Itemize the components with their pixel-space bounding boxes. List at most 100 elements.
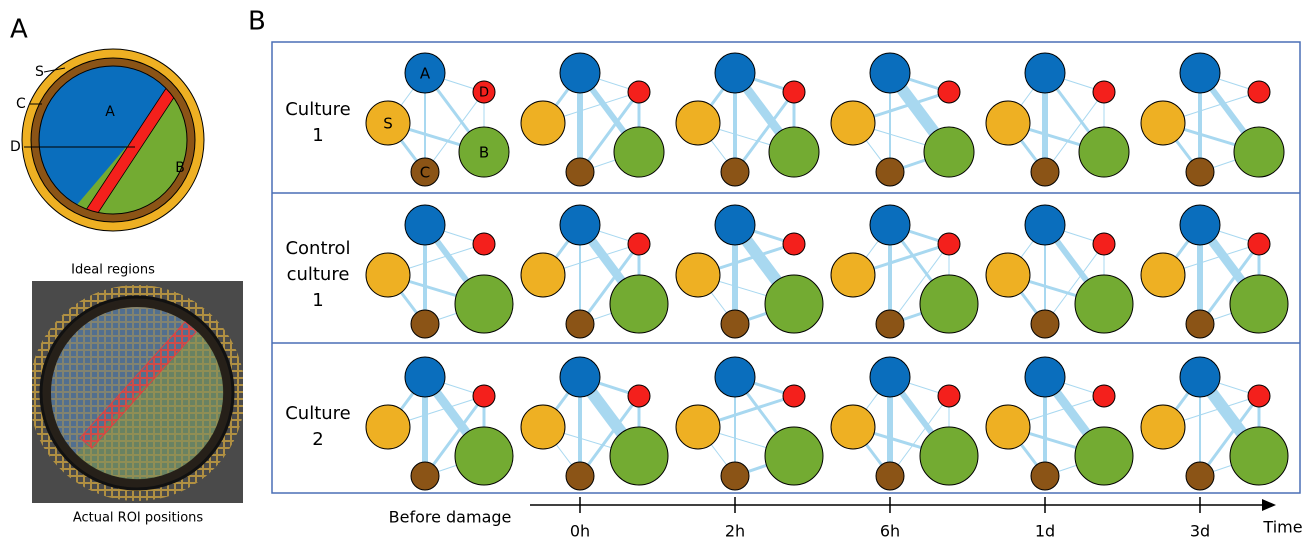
node bbox=[1141, 253, 1185, 297]
node bbox=[405, 205, 445, 245]
node bbox=[715, 357, 755, 397]
node bbox=[628, 385, 650, 407]
node bbox=[566, 158, 594, 186]
node bbox=[986, 253, 1030, 297]
node bbox=[1186, 158, 1214, 186]
node bbox=[986, 405, 1030, 449]
node bbox=[455, 275, 513, 333]
row-label: Culture bbox=[285, 99, 351, 120]
node bbox=[1248, 81, 1270, 103]
node bbox=[986, 101, 1030, 145]
node-label: D bbox=[479, 86, 489, 101]
node bbox=[566, 462, 594, 490]
timeline bbox=[530, 499, 1276, 511]
node bbox=[366, 253, 410, 297]
node bbox=[1025, 53, 1065, 93]
node bbox=[610, 427, 668, 485]
node-label: A bbox=[420, 65, 431, 83]
region-label: S bbox=[35, 64, 44, 80]
node bbox=[876, 462, 904, 490]
node bbox=[560, 357, 600, 397]
node-label: S bbox=[383, 115, 393, 133]
node bbox=[1093, 233, 1115, 255]
node bbox=[1186, 462, 1214, 490]
node bbox=[1031, 310, 1059, 338]
node bbox=[405, 357, 445, 397]
node bbox=[676, 253, 720, 297]
area-label: B bbox=[175, 160, 185, 176]
node bbox=[920, 275, 978, 333]
node bbox=[560, 53, 600, 93]
node bbox=[521, 253, 565, 297]
node bbox=[721, 462, 749, 490]
node bbox=[938, 385, 960, 407]
node bbox=[1248, 385, 1270, 407]
node bbox=[1180, 205, 1220, 245]
node bbox=[614, 127, 664, 177]
node bbox=[765, 275, 823, 333]
axis-label: Time bbox=[1262, 518, 1302, 537]
node bbox=[876, 310, 904, 338]
node bbox=[721, 310, 749, 338]
region-label: C bbox=[16, 96, 26, 112]
node bbox=[1025, 357, 1065, 397]
node bbox=[831, 405, 875, 449]
node bbox=[831, 101, 875, 145]
node bbox=[566, 310, 594, 338]
node bbox=[676, 101, 720, 145]
node bbox=[831, 253, 875, 297]
node bbox=[676, 405, 720, 449]
row-label: 1 bbox=[312, 125, 323, 146]
timeline-tick-label: 3d bbox=[1190, 522, 1210, 541]
node bbox=[366, 405, 410, 449]
panel-letter: A bbox=[10, 15, 28, 45]
timeline-tick-label: 2h bbox=[725, 522, 745, 541]
node-label: C bbox=[420, 164, 430, 182]
node bbox=[920, 427, 978, 485]
timeline-tick-label: 1d bbox=[1035, 522, 1055, 541]
node bbox=[521, 101, 565, 145]
timeline-tick-label: 0h bbox=[570, 522, 590, 541]
row-label: culture bbox=[287, 264, 350, 285]
node bbox=[1230, 427, 1288, 485]
node bbox=[628, 233, 650, 255]
node bbox=[721, 158, 749, 186]
node bbox=[876, 158, 904, 186]
node bbox=[610, 275, 668, 333]
timeline-start: Before damage bbox=[389, 508, 512, 527]
node bbox=[1075, 275, 1133, 333]
node bbox=[1234, 127, 1284, 177]
node bbox=[1186, 310, 1214, 338]
node bbox=[521, 405, 565, 449]
node bbox=[411, 462, 439, 490]
row-label: Culture bbox=[285, 403, 351, 424]
node bbox=[783, 81, 805, 103]
area-label: A bbox=[105, 104, 115, 120]
node bbox=[455, 427, 513, 485]
node bbox=[1075, 427, 1133, 485]
caption: Actual ROI positions bbox=[73, 511, 204, 526]
node bbox=[1180, 53, 1220, 93]
node bbox=[765, 427, 823, 485]
node bbox=[715, 205, 755, 245]
figure: A B S C D A B Ideal regions Actual ROI p… bbox=[0, 0, 1308, 542]
caption: Ideal regions bbox=[71, 263, 155, 278]
node bbox=[783, 385, 805, 407]
ideal-regions bbox=[22, 49, 204, 260]
node bbox=[715, 53, 755, 93]
node bbox=[769, 127, 819, 177]
node bbox=[1230, 275, 1288, 333]
region-label: D bbox=[10, 139, 21, 155]
node bbox=[1141, 405, 1185, 449]
node bbox=[938, 233, 960, 255]
node bbox=[1031, 158, 1059, 186]
node bbox=[1180, 357, 1220, 397]
panel-letter: B bbox=[248, 7, 266, 37]
node bbox=[1248, 233, 1270, 255]
node bbox=[1025, 205, 1065, 245]
node bbox=[473, 233, 495, 255]
node bbox=[870, 205, 910, 245]
node bbox=[1031, 462, 1059, 490]
timeline-tick-label: 6h bbox=[880, 522, 900, 541]
row-label: 1 bbox=[312, 290, 323, 311]
